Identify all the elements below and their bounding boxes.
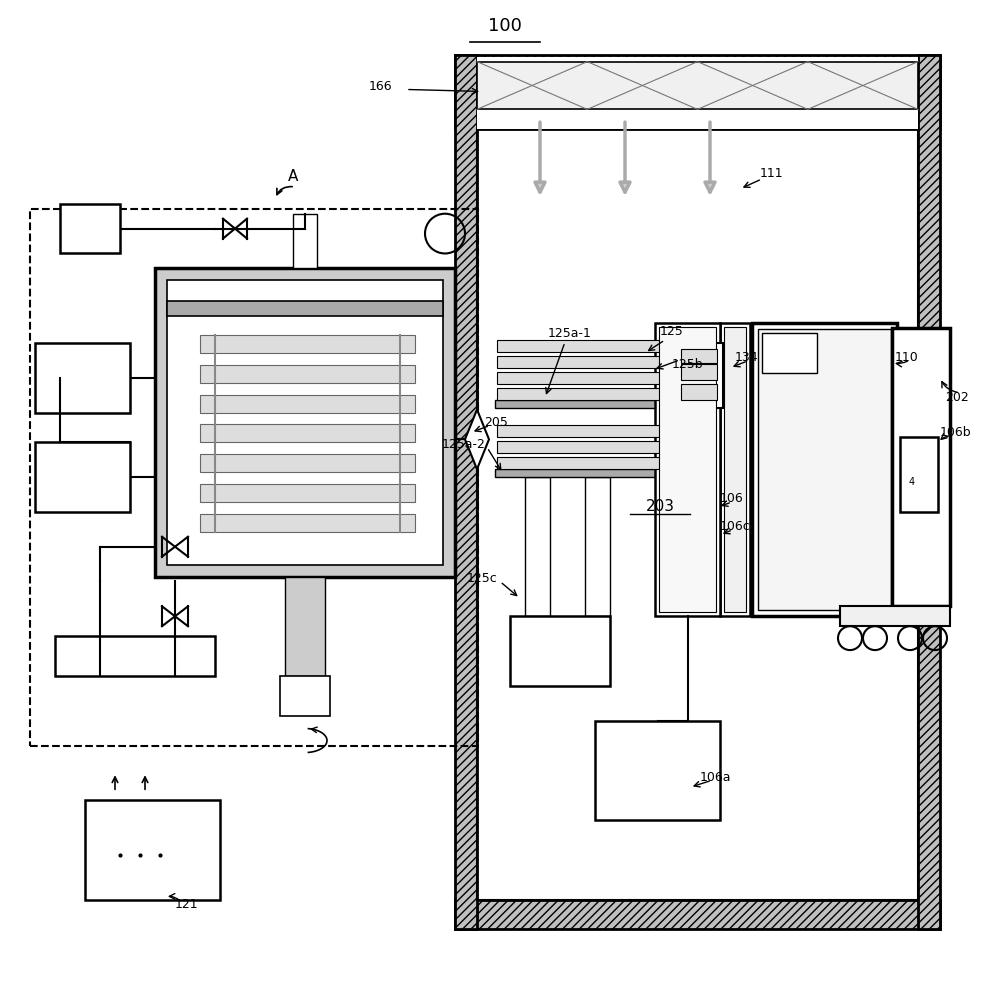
Bar — [455, 55, 940, 129]
Text: 106: 106 — [720, 492, 744, 506]
Bar — [495, 469, 670, 477]
Bar — [681, 384, 717, 400]
Bar — [477, 57, 918, 129]
Bar — [477, 62, 918, 109]
Bar — [280, 676, 330, 716]
Bar — [525, 477, 550, 616]
Text: 125c: 125c — [466, 572, 497, 585]
Bar — [510, 616, 610, 686]
Text: 203: 203 — [646, 499, 674, 515]
Text: 110: 110 — [895, 351, 919, 365]
Bar — [720, 323, 750, 616]
Bar — [200, 395, 415, 413]
Text: 100: 100 — [488, 17, 522, 35]
Bar — [752, 323, 897, 616]
Bar — [60, 204, 120, 253]
Bar — [155, 268, 455, 577]
Text: 125a-2: 125a-2 — [442, 437, 486, 451]
Bar — [477, 129, 918, 900]
Bar — [35, 442, 130, 512]
Bar — [200, 424, 415, 442]
Text: 202: 202 — [945, 391, 969, 405]
Bar — [200, 454, 415, 472]
Bar — [497, 425, 668, 437]
Text: 205: 205 — [484, 415, 508, 429]
Bar — [495, 400, 670, 408]
Bar — [167, 301, 443, 316]
Bar — [200, 335, 415, 353]
Bar — [55, 636, 215, 676]
Bar — [762, 333, 817, 373]
Bar — [477, 129, 918, 900]
Bar — [497, 372, 668, 384]
Bar — [758, 329, 891, 610]
Text: 125: 125 — [660, 325, 684, 338]
Bar — [892, 328, 950, 606]
Bar — [293, 214, 317, 268]
Bar — [200, 514, 415, 532]
Bar — [595, 721, 720, 820]
Text: 106c: 106c — [720, 520, 751, 534]
Text: 125b: 125b — [672, 358, 704, 371]
Bar — [918, 55, 940, 929]
Polygon shape — [465, 410, 489, 469]
Bar — [659, 327, 716, 612]
Bar — [655, 323, 720, 616]
Bar — [200, 365, 415, 383]
Bar — [900, 437, 938, 512]
Text: 106b: 106b — [940, 425, 972, 439]
Bar — [497, 441, 668, 453]
Bar — [497, 457, 668, 469]
Bar — [455, 55, 477, 929]
Text: 125a-1: 125a-1 — [548, 327, 592, 340]
Bar — [35, 343, 130, 413]
Bar — [681, 364, 717, 380]
Text: 4: 4 — [909, 477, 915, 487]
Text: 121: 121 — [175, 898, 199, 911]
Bar — [585, 477, 610, 616]
Bar — [85, 800, 220, 900]
Bar — [497, 340, 668, 352]
Bar — [681, 349, 717, 363]
Bar — [497, 356, 668, 368]
Text: 166: 166 — [368, 80, 392, 93]
Text: A: A — [288, 169, 298, 184]
Bar — [497, 388, 668, 400]
Bar — [675, 343, 723, 408]
Text: 111: 111 — [760, 167, 784, 181]
Bar — [840, 606, 950, 626]
Text: 134: 134 — [735, 351, 759, 365]
Bar — [30, 209, 478, 746]
Bar — [285, 577, 325, 676]
Bar — [167, 280, 443, 565]
Bar — [455, 900, 940, 929]
Bar — [724, 327, 746, 612]
Bar — [200, 484, 415, 502]
Text: 106a: 106a — [700, 770, 732, 784]
